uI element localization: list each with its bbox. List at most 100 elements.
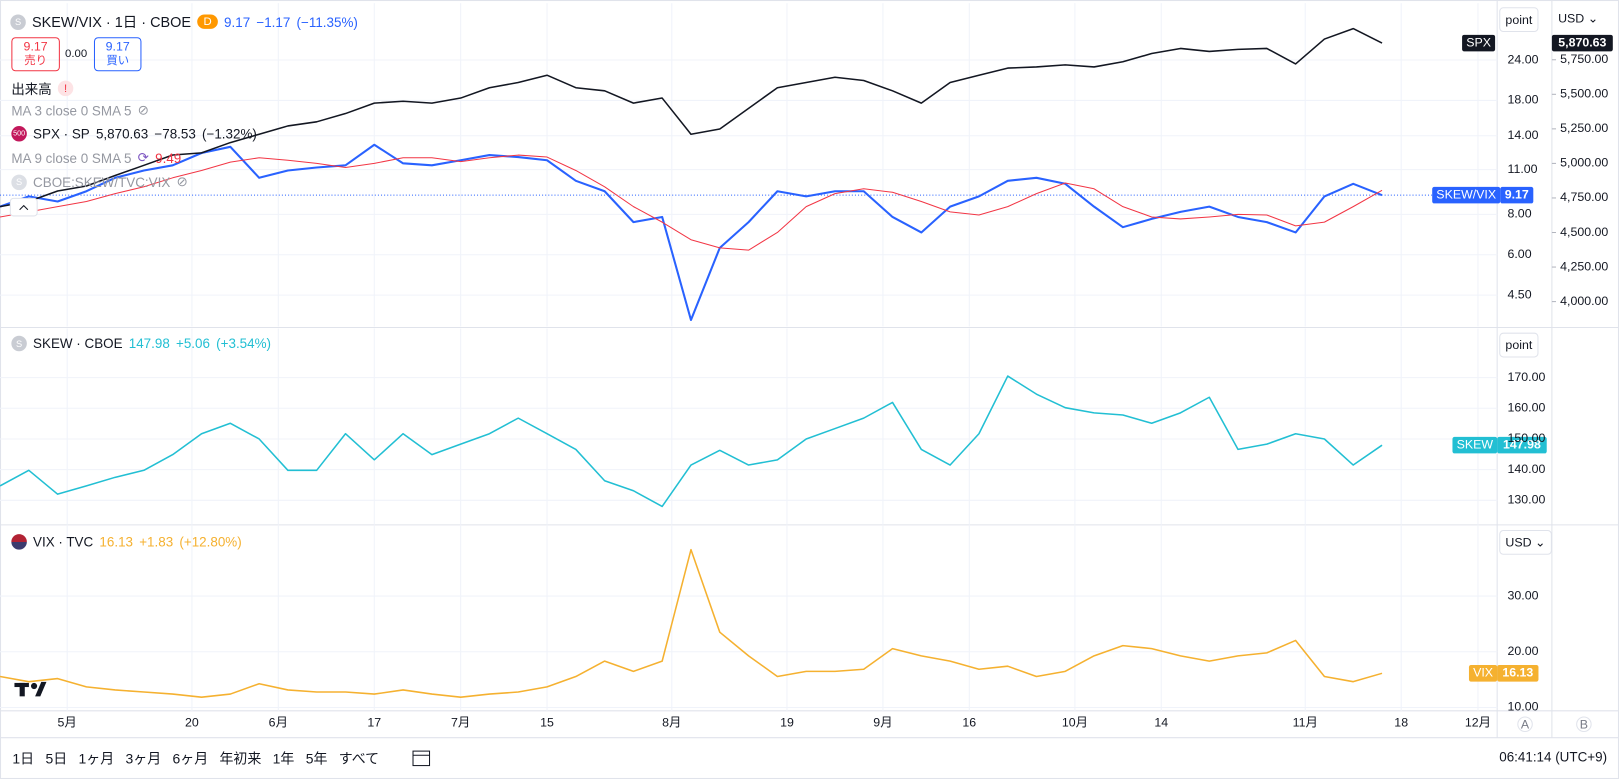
price-tags: SKEW/VIX 9.17 SPX 5,870.63 SKEW 147.98 VIX 16.1… — [1432, 34, 1613, 682]
scale-button[interactable]: point — [1499, 7, 1539, 33]
logo — [14, 681, 47, 697]
change: +1.83 — [139, 534, 174, 550]
last-price: 5,870.63 — [95, 126, 149, 142]
y-tick-label: 24.00 — [1507, 52, 1538, 66]
tag-value: 9.17 — [1505, 187, 1529, 201]
change-percent: (+3.54%) — [216, 335, 272, 352]
x-tick-label: 12月 — [1465, 715, 1491, 729]
tag-value-box — [1551, 34, 1613, 52]
y-tick-label: 160.00 — [1507, 401, 1545, 415]
y2-tick-label: 5,250.00 — [1560, 121, 1608, 135]
ma3-row: MA 3 close 0 SMA 5 ⊘ — [11, 102, 149, 119]
symbol-title[interactable]: SKEW/VIX · 1日 · CBOE — [32, 13, 192, 30]
x-tick-label: 6月 — [269, 715, 288, 729]
scale-button[interactable]: point — [1499, 332, 1539, 358]
range-button[interactable]: 5日 — [45, 751, 68, 767]
range-button[interactable]: 5年 — [305, 751, 328, 767]
collapse-button[interactable] — [9, 197, 38, 217]
vix-legend: VIX · TVC 16.13 +1.83 (+12.80%) — [11, 534, 242, 550]
axis-button-label: B — [1580, 718, 1588, 732]
x-tick-label: 18 — [1394, 715, 1408, 729]
spx-row: 500 SPX · SP 5,870.63 −78.53 (−1.32%) — [11, 126, 257, 142]
x-tick-label: 7月 — [451, 715, 470, 729]
tag-value-box — [1500, 186, 1534, 204]
flag-icon — [11, 534, 27, 550]
currency: USD — [1558, 11, 1585, 26]
series-line — [0, 375, 1383, 508]
x-tick-label: 5月 — [58, 715, 77, 729]
y-tick-label: 4.50 — [1507, 287, 1531, 301]
y-tick-label: 20.00 — [1507, 644, 1538, 658]
y-tick-label: 170.00 — [1507, 370, 1545, 384]
currency-button[interactable]: USD ⌄ — [1499, 530, 1552, 555]
symbol-icon: S — [11, 335, 27, 352]
symbol-title[interactable]: VIX · TVC — [33, 534, 94, 550]
currency: USD — [1505, 535, 1532, 550]
y2-tick-label: 5,000.00 — [1560, 156, 1608, 170]
range-button[interactable]: すべて — [338, 751, 380, 767]
sell-label: 売り — [24, 54, 47, 68]
x-tick-label: 20 — [185, 715, 199, 729]
tag-name: SKEW/VIX — [1436, 187, 1496, 201]
sync-icon: ⟳ — [137, 149, 149, 166]
x-tick-label: 17 — [367, 715, 381, 729]
range-button[interactable]: 年初来 — [219, 751, 262, 767]
range-button[interactable]: 3ヶ月 — [125, 751, 162, 767]
symbol-name[interactable]: SPX · SP — [33, 126, 90, 142]
x-tick-label: 9月 — [873, 715, 892, 729]
compare-row: S CBOE:SKEW/TVC:VIX ⊘ — [11, 173, 188, 191]
buy-button[interactable]: 9.17 買い — [93, 37, 142, 72]
symbol-title[interactable]: SKEW · CBOE — [33, 335, 123, 352]
sell-button[interactable]: 9.17 売り — [11, 37, 60, 72]
x-tick-label: 15 — [540, 715, 554, 729]
axis-button-label: A — [1521, 718, 1530, 732]
x-tick-label: 10月 — [1062, 715, 1088, 729]
skew-legend: S SKEW · CBOE 147.98 +5.06 (+3.54%) — [11, 335, 272, 352]
indicator-name[interactable]: MA 3 close 0 SMA 5 — [11, 102, 132, 119]
y-tick-label: 140.00 — [1507, 462, 1545, 476]
range-button[interactable]: 1日 — [12, 751, 35, 767]
y-tick-label: 10.00 — [1507, 700, 1538, 714]
tag-name-box — [1452, 436, 1498, 454]
tag-name-box — [1468, 665, 1498, 682]
axis-button[interactable] — [1576, 716, 1592, 732]
indicator-name[interactable]: MA 9 close 0 SMA 5 — [11, 150, 132, 166]
hidden-icon[interactable]: ⊘ — [176, 173, 188, 190]
indicator-value: 9.49 — [155, 150, 182, 166]
indicator-name[interactable]: CBOE:SKEW/TVC:VIX — [33, 174, 171, 190]
interval-badge[interactable]: D — [197, 14, 218, 29]
hidden-icon[interactable]: ⊘ — [137, 102, 149, 118]
sell-price: 9.17 — [23, 39, 48, 54]
x-tick-label: 14 — [1154, 715, 1168, 729]
tag-value: 5,870.63 — [1558, 35, 1606, 49]
y2-tick-label: 4,750.00 — [1560, 190, 1608, 204]
range-button[interactable]: 1ヶ月 — [78, 751, 115, 767]
change-percent: (−11.35%) — [296, 13, 358, 30]
x-tick-label: 19 — [780, 715, 794, 729]
last-price: 16.13 — [99, 534, 134, 550]
y-tick-label: 6.00 — [1507, 247, 1531, 261]
warning-icon: ! — [57, 80, 74, 97]
y2-tick-label: 4,250.00 — [1560, 259, 1608, 273]
y-tick-label: 150.00 — [1507, 431, 1545, 445]
volume-row: 出来高! — [11, 79, 74, 99]
tag-value: 16.13 — [1502, 666, 1533, 680]
y2-tick-label: 5,500.00 — [1560, 87, 1608, 101]
range-toolbar: 1日 5日 1ヶ月 3ヶ月 6ヶ月 年初来 1年 5年 すべて — [12, 747, 379, 768]
currency-button[interactable]: USD ⌄ — [1552, 7, 1609, 30]
range-button[interactable]: 1年 — [272, 751, 295, 767]
y-tick-label: 130.00 — [1507, 493, 1545, 507]
tag-name: VIX — [1473, 666, 1493, 680]
change: −78.53 — [154, 126, 196, 142]
clock: 06:41:14 (UTC+9) — [1499, 749, 1608, 765]
calendar-icon[interactable] — [412, 750, 431, 767]
axis-button[interactable] — [1517, 716, 1533, 732]
indicator-name[interactable]: 出来高 — [11, 81, 52, 98]
y2-tick-label: 5,750.00 — [1560, 52, 1608, 66]
spread: 0.00 — [65, 47, 88, 60]
symbol-icon: S — [11, 174, 27, 190]
y2-tick-label: 4,500.00 — [1560, 225, 1608, 239]
range-button[interactable]: 6ヶ月 — [172, 751, 209, 767]
